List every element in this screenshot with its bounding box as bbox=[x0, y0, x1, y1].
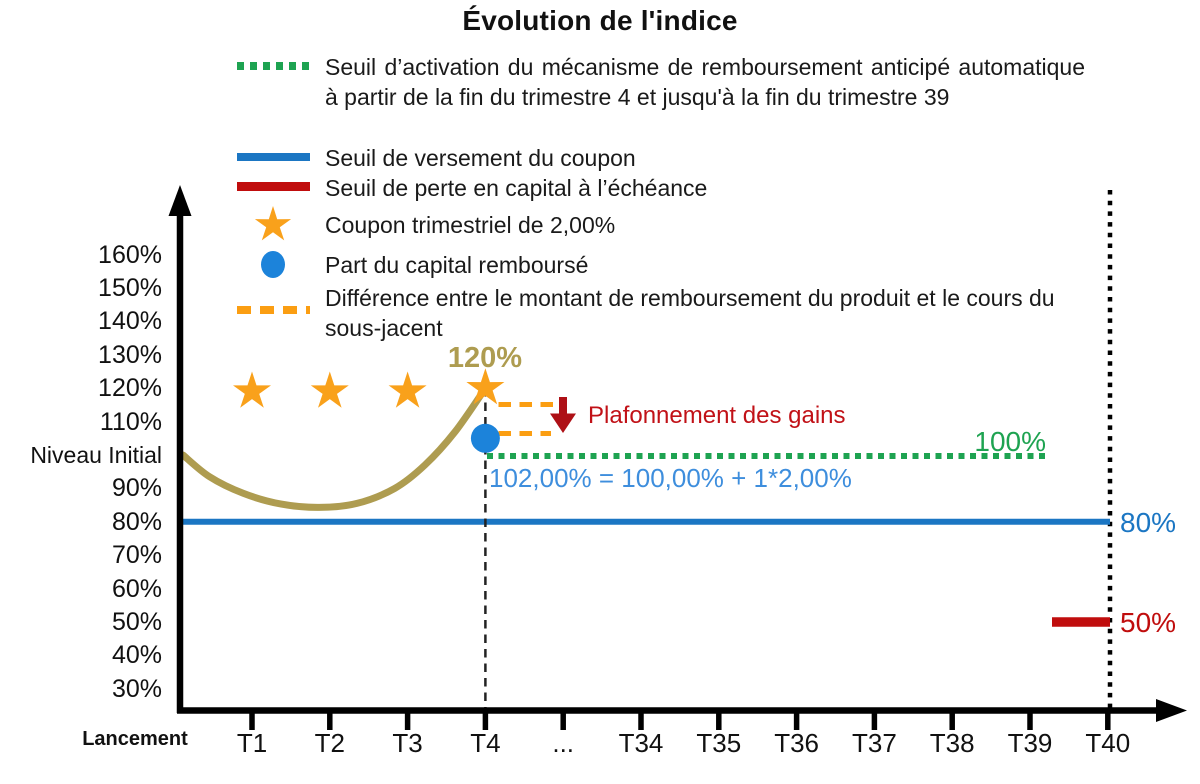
legend-swatch-orange-dashed-line-icon bbox=[237, 306, 310, 314]
peak-value-label: 120% bbox=[447, 342, 523, 374]
autocall-threshold-label: 100% bbox=[974, 426, 1046, 457]
legend-swatch-blue-line-icon bbox=[237, 153, 310, 161]
y-tick-label: 70% bbox=[111, 541, 162, 570]
y-tick-label: 150% bbox=[98, 274, 162, 302]
x-tick-label: T35 bbox=[696, 728, 742, 758]
x-tick-label: T3 bbox=[392, 728, 423, 758]
legend-swatch-red-line-icon bbox=[237, 182, 310, 191]
y-tick-label: 130% bbox=[98, 340, 162, 369]
legend-item-label: Seuil de versement du coupon bbox=[325, 145, 636, 171]
loss-threshold-label: 50% bbox=[1120, 607, 1177, 638]
redemption-equation-label: 102,00% = 100,00% + 1*2,00% bbox=[489, 463, 852, 493]
x-tick-label: T38 bbox=[929, 728, 975, 758]
x-tick-label: ... bbox=[552, 728, 575, 758]
y-tick-label: 110% bbox=[99, 407, 162, 436]
legend-swatch-blue-dot-icon bbox=[261, 251, 285, 278]
legend-item-label: Seuil de perte en capital à l’échéance bbox=[325, 175, 708, 201]
coupon-star-icon bbox=[310, 371, 349, 408]
y-tick-label: 30% bbox=[111, 674, 162, 703]
x-tick-label: T1 bbox=[236, 728, 268, 758]
coupon-threshold-label: 80% bbox=[1120, 507, 1177, 538]
y-tick-label: 90% bbox=[111, 474, 162, 503]
cap-gains-label: Plafonnement des gains bbox=[588, 402, 846, 429]
y-axis-arrow-icon bbox=[168, 185, 192, 216]
x-tick-label: T36 bbox=[774, 728, 819, 758]
legend-swatch-orange-star-icon bbox=[251, 205, 295, 245]
legend-item-label: Coupon trimestriel de 2,00% bbox=[325, 212, 616, 238]
cap-arrow-down-icon bbox=[550, 397, 576, 433]
x-tick-label-lancement: Lancement bbox=[82, 728, 188, 750]
legend-swatch-green-dotted-line-icon bbox=[237, 62, 310, 70]
y-tick-label: 160% bbox=[98, 240, 162, 269]
x-tick-label: T2 bbox=[314, 728, 345, 758]
coupon-star-icon bbox=[466, 368, 505, 405]
legend-item-label: Seuil d’activation du mécanisme de rembo… bbox=[325, 54, 1085, 110]
y-tick-label: 50% bbox=[111, 608, 162, 636]
y-tick-label: 60% bbox=[111, 574, 162, 603]
x-tick-label: T4 bbox=[470, 728, 501, 758]
coupon-star-icon bbox=[388, 371, 427, 408]
x-tick-label: T40 bbox=[1085, 728, 1131, 758]
legend-item-label: Différence entre le montant de rembourse… bbox=[325, 285, 1055, 341]
y-tick-label: 40% bbox=[111, 641, 162, 670]
capital-dot-icon bbox=[470, 423, 500, 453]
x-tick-label: T37 bbox=[851, 728, 897, 758]
x-tick-label: T34 bbox=[618, 728, 664, 758]
chart-title: Évolution de l'indice bbox=[462, 5, 738, 36]
y-tick-label: Niveau Initial bbox=[30, 442, 162, 468]
legend-item-label: Part du capital remboursé bbox=[325, 252, 589, 278]
coupon-star-icon bbox=[233, 371, 271, 408]
underlying-curve bbox=[179, 384, 489, 511]
y-tick-label: 120% bbox=[98, 374, 162, 403]
y-tick-label: 140% bbox=[98, 307, 162, 336]
x-axis-arrow-icon bbox=[1156, 699, 1187, 722]
y-tick-label: 80% bbox=[111, 507, 162, 536]
x-tick-label: T39 bbox=[1007, 728, 1053, 758]
